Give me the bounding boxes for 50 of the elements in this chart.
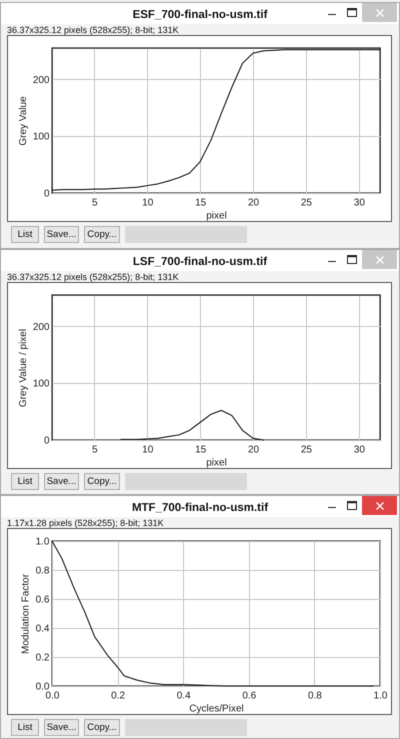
x-tick-label: 5 [92, 198, 98, 208]
button: Copy... [84, 719, 120, 736]
button: List [11, 473, 39, 490]
x-tick-label: 10 [142, 444, 154, 456]
y-tick-label: 0.0 [36, 682, 50, 692]
y-tick-label: 0.8 [36, 566, 50, 576]
y-tick-label: 0.2 [36, 652, 50, 664]
button: List [11, 226, 39, 243]
y-tick-label: 1.0 [36, 536, 50, 548]
y-axis-title: Modulation Factor [20, 573, 32, 654]
y-tick-label: 0 [44, 436, 50, 446]
button: Save... [44, 473, 79, 490]
x-tick-label: 10 [142, 198, 154, 208]
x-tick-label: 30 [354, 198, 366, 208]
x-tick-label: 1.0 [374, 690, 388, 702]
chart-subtitle: 36.37x325.12 pixels (528x255); 8-bit; 131K [7, 25, 179, 36]
x-tick-label: 15 [195, 444, 207, 456]
y-tick-label: 200 [32, 322, 50, 333]
x-tick-label: 0.8 [308, 690, 322, 702]
chart-title: ESF_700-final-no-usm.tif [132, 8, 268, 22]
button: Copy... [84, 473, 120, 490]
button: Copy... [84, 226, 120, 243]
chart-subtitle: 36.37x325.12 pixels (528x255); 8-bit; 131K [7, 272, 179, 283]
x-axis-title: pixel [206, 458, 227, 468]
x-tick-label: 20 [248, 198, 260, 208]
y-tick-label: 100 [32, 378, 50, 390]
button: List [11, 719, 39, 736]
x-tick-label: 0.6 [242, 690, 257, 702]
chart-subtitle: 1.17x1.28 pixels (528x255); 8-bit; 131K [7, 518, 164, 529]
chart-title: MTF_700-final-no-usm.tif [130, 501, 270, 515]
x-tick-label: 30 [354, 444, 366, 456]
y-tick-label: 0 [44, 188, 50, 200]
button: Save... [44, 226, 79, 243]
x-axis-title: Cycles/Pixel [189, 704, 244, 714]
x-tick-label: 0.4 [176, 690, 192, 702]
x-tick-label: 25 [300, 444, 312, 456]
y-tick-label: 0.4 [36, 624, 50, 634]
x-tick-label: 25 [300, 198, 312, 208]
y-axis-title: Grey Value [18, 96, 29, 146]
y-tick-label: 200 [32, 74, 50, 86]
x-tick-label: 0.2 [111, 690, 126, 702]
x-axis-title: pixel [206, 210, 227, 222]
chart-title: LSF_700-final-no-usm.tif [132, 255, 268, 269]
y-tick-label: 100 [32, 132, 50, 143]
x-tick-label: 15 [195, 198, 207, 208]
button: Save... [44, 719, 79, 736]
y-tick-label: 0.6 [36, 594, 50, 606]
y-axis-title: Grey Value / pixel [18, 328, 29, 408]
x-tick-label: 5 [92, 444, 98, 456]
x-tick-label: 20 [248, 444, 260, 456]
